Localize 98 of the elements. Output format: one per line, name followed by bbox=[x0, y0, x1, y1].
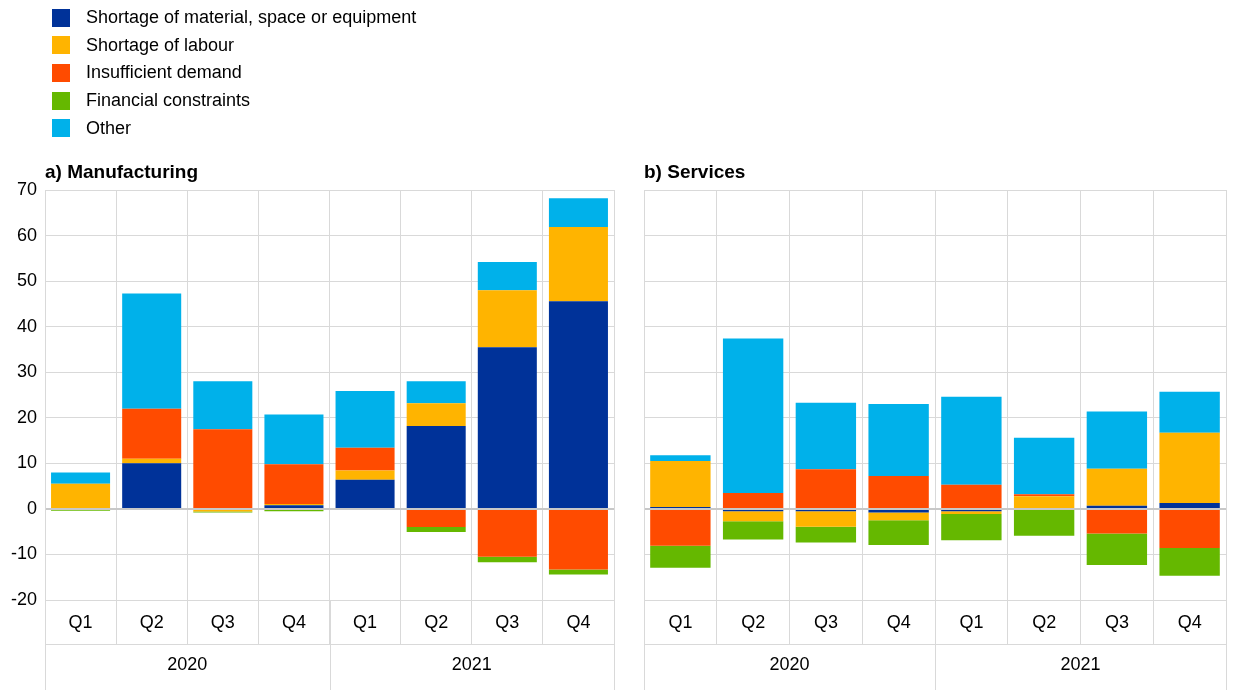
legend-label: Shortage of labour bbox=[86, 34, 235, 56]
text: 2020 bbox=[769, 654, 810, 674]
y-tick-label: 30 bbox=[16, 361, 37, 382]
bar bbox=[722, 338, 784, 493]
bar bbox=[1159, 502, 1220, 508]
bar bbox=[264, 414, 324, 465]
bar bbox=[1086, 411, 1148, 469]
bar bbox=[406, 425, 466, 508]
bar bbox=[548, 301, 608, 508]
x-tick-label: Q1 bbox=[68, 611, 93, 632]
y-tick-label: 10 bbox=[16, 452, 37, 473]
bar bbox=[722, 511, 784, 522]
text: 2021 bbox=[1060, 654, 1101, 674]
bar bbox=[264, 464, 324, 504]
bar bbox=[868, 404, 929, 477]
bar bbox=[941, 484, 1002, 508]
x-tick-label: Q2 bbox=[741, 611, 766, 632]
bar bbox=[335, 390, 395, 448]
bar bbox=[1159, 548, 1220, 576]
x-tick-label: Q4 bbox=[566, 611, 591, 632]
bar bbox=[548, 569, 608, 575]
bar bbox=[722, 521, 784, 540]
x-tick-label: Q3 bbox=[495, 611, 520, 632]
x-tick-label: Q2 bbox=[139, 611, 164, 632]
bar bbox=[335, 470, 395, 480]
y-tick-label: -20 bbox=[10, 588, 37, 609]
y-tick-label: 20 bbox=[16, 406, 37, 427]
bar bbox=[122, 408, 182, 459]
y-tick-label: 40 bbox=[16, 315, 37, 336]
x-tick-label: Q4 bbox=[281, 611, 306, 632]
bar bbox=[406, 381, 466, 404]
y-tick-label: 70 bbox=[16, 178, 37, 199]
x-tick-label: Q3 bbox=[210, 611, 235, 632]
bar bbox=[477, 347, 537, 508]
bar bbox=[1086, 505, 1148, 508]
legend-label: Other bbox=[86, 117, 132, 139]
bar bbox=[122, 463, 182, 508]
bar bbox=[406, 403, 466, 426]
bar bbox=[868, 520, 929, 545]
bar bbox=[941, 396, 1002, 485]
bar bbox=[406, 527, 466, 533]
x-tick-label: Q1 bbox=[668, 611, 693, 632]
bar bbox=[1013, 509, 1075, 536]
bar bbox=[868, 476, 929, 508]
x-tick-label: Q3 bbox=[813, 611, 838, 632]
x-tick-label: Q3 bbox=[1104, 611, 1129, 632]
chart-title: b) Services bbox=[644, 161, 746, 182]
bar bbox=[941, 513, 1002, 541]
text: 2020 bbox=[167, 654, 208, 674]
bar bbox=[795, 469, 857, 508]
x-tick-label: Q4 bbox=[886, 611, 911, 632]
bar bbox=[477, 556, 537, 563]
bar bbox=[1086, 533, 1148, 565]
x-tick-label: Q1 bbox=[353, 611, 378, 632]
legend-label: Shortage of material, space or equipment bbox=[86, 7, 417, 29]
bar bbox=[1086, 468, 1148, 506]
bar bbox=[406, 509, 466, 528]
text: 2021 bbox=[451, 654, 492, 674]
bar bbox=[1159, 432, 1220, 503]
bar bbox=[51, 483, 111, 508]
bar bbox=[193, 429, 253, 508]
bar bbox=[1086, 509, 1148, 534]
bar bbox=[477, 261, 537, 291]
bar bbox=[1159, 509, 1220, 549]
bar bbox=[795, 402, 857, 470]
bar bbox=[868, 512, 929, 521]
bar bbox=[1159, 391, 1220, 433]
bar bbox=[650, 455, 711, 462]
bar bbox=[650, 509, 711, 546]
bar bbox=[477, 509, 537, 557]
bar bbox=[477, 290, 537, 348]
bar bbox=[548, 226, 608, 302]
y-tick-label: 0 bbox=[26, 497, 37, 518]
x-tick-label: Q4 bbox=[1177, 611, 1202, 632]
y-tick-label: 60 bbox=[16, 224, 37, 245]
bar bbox=[1013, 496, 1075, 508]
y-tick-label: -10 bbox=[10, 543, 37, 564]
legend-label: Financial constraints bbox=[86, 90, 251, 112]
y-tick-label: 50 bbox=[16, 270, 37, 291]
bar bbox=[795, 511, 857, 527]
bar bbox=[650, 545, 711, 568]
bar bbox=[548, 509, 608, 570]
bar bbox=[335, 447, 395, 471]
bar bbox=[51, 472, 111, 484]
chart-title: a) Manufacturing bbox=[45, 161, 199, 182]
bar bbox=[868, 509, 929, 513]
bar bbox=[122, 293, 182, 409]
x-tick-label: Q1 bbox=[959, 611, 984, 632]
x-tick-label: Q2 bbox=[424, 611, 449, 632]
legend-label: Insufficient demand bbox=[86, 62, 242, 84]
bar bbox=[193, 381, 253, 430]
bar bbox=[1013, 437, 1075, 495]
bar bbox=[722, 492, 784, 508]
bar bbox=[650, 461, 711, 508]
bar bbox=[335, 479, 395, 508]
x-tick-label: Q2 bbox=[1032, 611, 1057, 632]
bar bbox=[548, 198, 608, 227]
bar bbox=[795, 526, 857, 543]
